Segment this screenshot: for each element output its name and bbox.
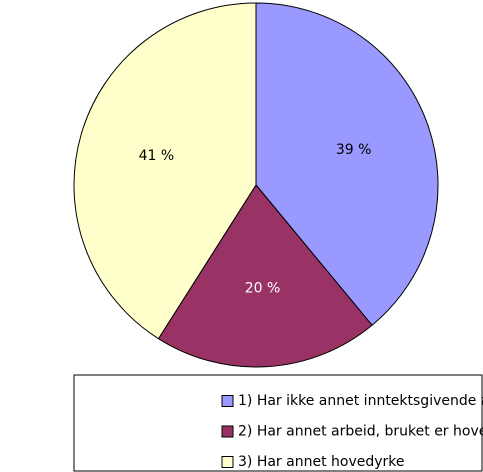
legend-label: 3) Har annet hovedyrke	[238, 454, 405, 470]
data-label: 41 %	[139, 148, 175, 164]
legend-label: 1) Har ikke annet inntektsgivende arbeid	[238, 393, 483, 409]
legend-swatch	[221, 456, 234, 468]
pie-slice	[73, 2, 257, 340]
pie-slice	[157, 184, 373, 368]
data-label: 20 %	[245, 281, 281, 297]
legend-label: 2) Har annet arbeid, bruket er hovedyrke	[238, 424, 483, 440]
legend-swatch	[221, 395, 234, 407]
legend-swatch	[221, 425, 234, 438]
pie-slice	[255, 2, 439, 326]
data-label: 39 %	[336, 142, 372, 158]
legend-box	[73, 374, 483, 472]
